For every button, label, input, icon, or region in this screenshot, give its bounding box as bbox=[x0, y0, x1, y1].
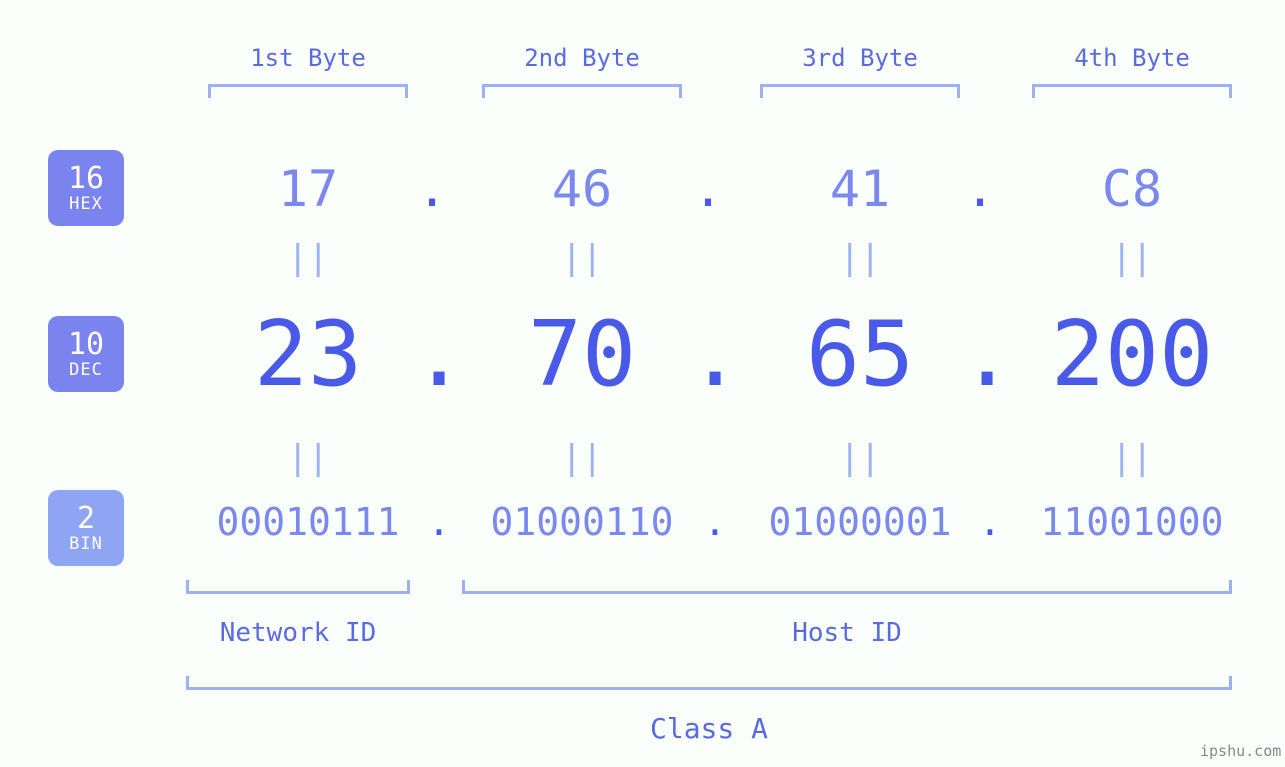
bin-dot-2: . bbox=[700, 500, 730, 544]
bin-val-2: 01000110 bbox=[452, 500, 712, 544]
top-bracket-4 bbox=[1032, 84, 1232, 98]
badge-bin-lbl: BIN bbox=[69, 535, 103, 554]
bin-val-1: 00010111 bbox=[178, 500, 438, 544]
badge-dec-lbl: DEC bbox=[69, 361, 103, 380]
byte-label-2: 2nd Byte bbox=[482, 44, 682, 72]
badge-hex-lbl: HEX bbox=[69, 195, 103, 214]
dec-dot-2: . bbox=[688, 302, 728, 407]
host-bracket bbox=[462, 580, 1232, 594]
eq2-3: || bbox=[760, 438, 960, 478]
top-bracket-1 bbox=[208, 84, 408, 98]
dec-dot-3: . bbox=[960, 302, 1000, 407]
bin-val-3: 01000001 bbox=[730, 500, 990, 544]
class-label: Class A bbox=[186, 712, 1232, 745]
hex-dot-1: . bbox=[412, 160, 452, 218]
badge-dec-num: 10 bbox=[68, 328, 104, 361]
eq1-3: || bbox=[760, 238, 960, 278]
eq1-4: || bbox=[1032, 238, 1232, 278]
eq1-2: || bbox=[482, 238, 682, 278]
watermark: ipshu.com bbox=[1200, 742, 1281, 760]
eq2-4: || bbox=[1032, 438, 1232, 478]
hex-dot-3: . bbox=[960, 160, 1000, 218]
eq2-2: || bbox=[482, 438, 682, 478]
byte-label-3: 3rd Byte bbox=[760, 44, 960, 72]
host-label: Host ID bbox=[462, 618, 1232, 648]
hex-val-3: 41 bbox=[760, 160, 960, 218]
network-bracket bbox=[186, 580, 410, 594]
badge-dec: 10 DEC bbox=[48, 316, 124, 392]
class-bracket bbox=[186, 676, 1232, 690]
eq2-1: || bbox=[208, 438, 408, 478]
byte-label-4: 4th Byte bbox=[1032, 44, 1232, 72]
hex-val-2: 46 bbox=[482, 160, 682, 218]
bin-val-4: 11001000 bbox=[1002, 500, 1262, 544]
hex-val-4: C8 bbox=[1032, 160, 1232, 218]
bin-dot-1: . bbox=[424, 500, 454, 544]
dec-dot-1: . bbox=[412, 302, 452, 407]
badge-bin-num: 2 bbox=[77, 502, 95, 535]
hex-dot-2: . bbox=[688, 160, 728, 218]
dec-val-1: 23 bbox=[208, 302, 408, 407]
byte-label-1: 1st Byte bbox=[208, 44, 408, 72]
top-bracket-3 bbox=[760, 84, 960, 98]
top-bracket-2 bbox=[482, 84, 682, 98]
badge-hex: 16 HEX bbox=[48, 150, 124, 226]
network-label: Network ID bbox=[186, 618, 410, 648]
dec-val-2: 70 bbox=[482, 302, 682, 407]
hex-val-1: 17 bbox=[208, 160, 408, 218]
badge-bin: 2 BIN bbox=[48, 490, 124, 566]
eq1-1: || bbox=[208, 238, 408, 278]
bin-dot-3: . bbox=[975, 500, 1005, 544]
badge-hex-num: 16 bbox=[68, 162, 104, 195]
dec-val-4: 200 bbox=[1032, 302, 1232, 407]
dec-val-3: 65 bbox=[760, 302, 960, 407]
